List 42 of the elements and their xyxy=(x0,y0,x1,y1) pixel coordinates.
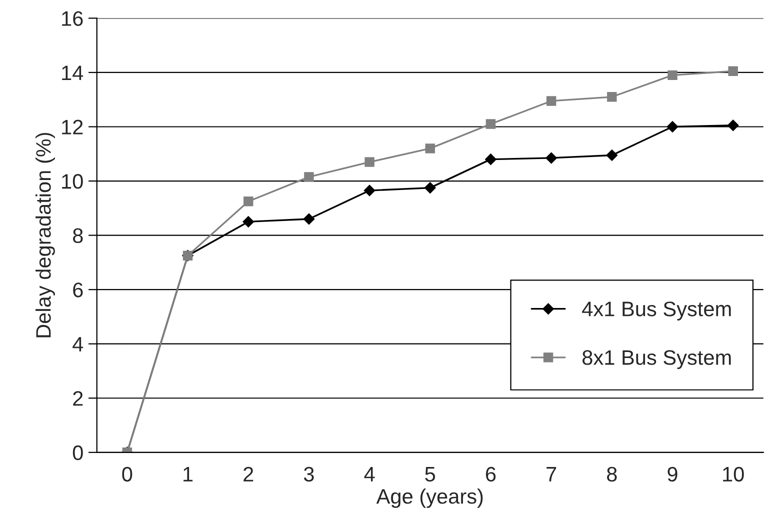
point xyxy=(304,172,314,182)
y-tick-label: 10 xyxy=(62,174,83,189)
point xyxy=(606,149,618,162)
x-axis-title: Age (years) xyxy=(376,488,483,508)
y-tick-label: 6 xyxy=(73,282,83,298)
point xyxy=(728,66,738,76)
y-axis-title: Delay degradation (%) xyxy=(36,132,55,338)
legend-label: 8x1 Bus System xyxy=(582,350,731,370)
point xyxy=(727,120,739,132)
point xyxy=(546,96,556,106)
x-tick-label: 1 xyxy=(184,467,193,482)
point xyxy=(666,120,678,133)
x-tick-label: 0 xyxy=(122,466,132,482)
point xyxy=(364,157,374,167)
point xyxy=(243,196,254,206)
x-tick-label: 3 xyxy=(304,466,314,482)
x-tick-label: 2 xyxy=(244,466,254,482)
y-tick-label: 14 xyxy=(62,66,84,80)
point xyxy=(607,92,617,102)
y-tick-label: 4 xyxy=(72,337,84,352)
x-tick-label: 7 xyxy=(546,467,556,482)
point xyxy=(484,153,497,166)
y-tick-label: 0 xyxy=(72,445,83,460)
point xyxy=(424,182,436,194)
point xyxy=(486,119,496,129)
x-tick-label: 4 xyxy=(364,467,375,482)
point xyxy=(364,184,376,196)
point xyxy=(242,216,254,228)
x-tick-label: 8 xyxy=(607,466,617,482)
y-tick-label: 12 xyxy=(62,120,83,134)
x-tick-label: 5 xyxy=(425,467,436,482)
point xyxy=(303,213,315,225)
point xyxy=(545,152,558,164)
x-tick-label: 10 xyxy=(723,466,744,482)
x-tick-label: 9 xyxy=(668,466,678,482)
y-tick-label: 8 xyxy=(73,228,83,244)
point xyxy=(425,144,435,154)
legend-label: 4x1 Bus System xyxy=(582,302,731,320)
y-tick-label: 16 xyxy=(62,11,83,26)
point xyxy=(668,70,678,80)
y-tick-label: 2 xyxy=(73,391,83,406)
x-tick-label: 6 xyxy=(486,466,496,482)
